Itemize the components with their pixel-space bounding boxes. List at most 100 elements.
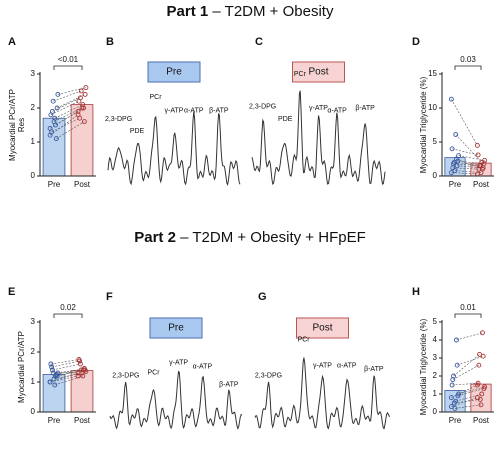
x-tick-label: Post (74, 180, 91, 189)
data-point (49, 364, 55, 370)
x-tick-label: Post (473, 180, 490, 189)
data-point (80, 102, 86, 108)
peak-label: 2,3-DPG (255, 372, 282, 379)
p-value: <0.01 (58, 55, 79, 64)
peak-label: β-ATP (364, 366, 384, 373)
pair-line (57, 87, 86, 95)
panel-letter: F (106, 291, 113, 303)
axis (39, 72, 96, 177)
data-point (451, 400, 457, 406)
heading-desc: – T2DM + Obesity + HFpEF (180, 229, 366, 246)
data-point (451, 159, 457, 165)
data-point (81, 105, 87, 111)
condition-label: Pre (166, 67, 182, 78)
panel-letter: D (412, 36, 420, 48)
y-tick-label: 4 (433, 335, 438, 344)
pair-line (453, 354, 480, 377)
pair-line (456, 332, 483, 341)
y-tick-label: 1 (433, 389, 438, 398)
pair-line (451, 397, 478, 407)
pair-line (53, 369, 82, 374)
y-tick-label: 3 (433, 353, 438, 362)
panel-letter: A (8, 36, 16, 48)
data-point (75, 108, 81, 114)
data-point (50, 370, 56, 376)
pair-line (454, 404, 482, 409)
y-tick-label: 2 (31, 347, 36, 356)
data-point (52, 382, 58, 388)
y-axis-label: Myocardial Triglyceride (%) (419, 76, 428, 173)
data-point (48, 112, 54, 118)
y-tick-label: 2 (31, 103, 36, 112)
peak-label: 2,3-DPG (105, 116, 132, 123)
pair-line (54, 104, 83, 119)
y-tick-label: 15 (428, 69, 437, 78)
pair-line (53, 372, 83, 380)
data-point (51, 119, 57, 125)
pair-line (56, 121, 85, 139)
y-tick-label: 5 (433, 317, 438, 326)
peak-label: β-ATP (209, 108, 229, 115)
condition-label: Pre (168, 323, 184, 334)
data-point (475, 152, 481, 158)
data-point (448, 170, 454, 176)
data-point (476, 362, 482, 368)
pair-line (458, 155, 485, 161)
peak-label: α-ATP (193, 364, 213, 371)
data-point (75, 373, 81, 379)
axis (441, 320, 494, 413)
pair-line (52, 97, 81, 112)
data-point (453, 337, 459, 343)
peak-label: 2,3-DPG (249, 104, 276, 111)
x-tick-label: Post (74, 416, 91, 425)
pair-line (452, 148, 479, 156)
peak-label: 2,3-DPG (112, 373, 139, 380)
data-point (50, 98, 56, 104)
y-tick-label: 0 (433, 407, 438, 416)
data-point (453, 132, 459, 137)
data-point (476, 166, 482, 172)
y-axis-label: Myocardial PCr/ATP (17, 331, 26, 403)
pair-line (52, 363, 81, 371)
data-point (449, 382, 455, 388)
condition-label: Post (312, 323, 332, 334)
sig-bracket (53, 65, 83, 70)
spectrum-trace (109, 370, 243, 430)
data-point (49, 367, 55, 373)
spectrum-trace (254, 357, 391, 430)
pair-line (54, 375, 83, 386)
peak-label: β-ATP (355, 105, 375, 112)
data-point (54, 105, 60, 111)
y-tick-label: 1 (31, 137, 36, 146)
peak-label: PCr (148, 370, 161, 377)
data-point (455, 393, 461, 399)
peak-label: γ-ATP (309, 105, 328, 112)
data-point (77, 115, 83, 121)
data-point (53, 136, 59, 142)
pair-line (50, 100, 80, 116)
axis (39, 320, 96, 413)
peak-label: PCr (298, 337, 311, 344)
data-point (48, 361, 54, 367)
heading-part: Part 1 (167, 3, 209, 20)
pair-line (51, 360, 80, 368)
data-point (452, 405, 458, 411)
pair-line (457, 388, 484, 397)
pair-line (452, 382, 479, 386)
y-tick-label: 3 (31, 69, 36, 78)
pair-line (57, 369, 86, 377)
condition-box (292, 61, 345, 83)
pair-line (451, 99, 478, 146)
data-point (481, 386, 487, 392)
data-point (77, 361, 83, 367)
panel-letter: C (255, 36, 263, 48)
data-point (83, 85, 89, 91)
data-point (55, 91, 61, 97)
y-axis-label: Myocardial Triglyceride (%) (419, 318, 428, 415)
condition-box (296, 317, 349, 339)
pair-line (458, 386, 485, 395)
data-point (81, 119, 87, 125)
p-value: 0.02 (60, 303, 76, 312)
y-tick-label: 5 (433, 137, 438, 146)
